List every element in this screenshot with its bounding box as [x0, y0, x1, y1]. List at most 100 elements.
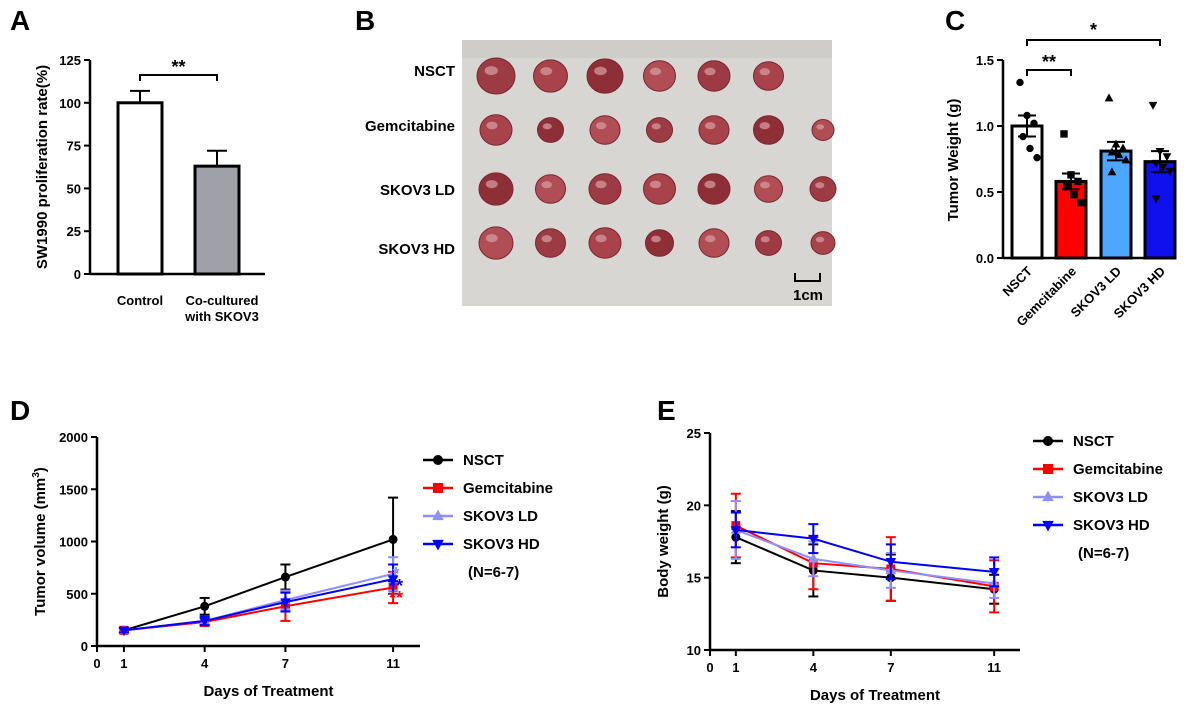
data-point	[1104, 93, 1114, 102]
tumor-highlight	[594, 66, 607, 76]
y-tick-label: 0	[81, 639, 88, 654]
x-tick-label: 7	[887, 660, 894, 675]
y-tick-label: 15	[687, 571, 701, 586]
y-axis-title: Tumor volume (mm3)	[31, 467, 49, 616]
x-tick-label: 4	[201, 656, 209, 671]
data-point	[1111, 139, 1121, 148]
data-point	[1067, 171, 1075, 179]
tumor	[755, 230, 782, 256]
y-tick-label: 2000	[59, 430, 88, 445]
tumor-highlight	[484, 66, 498, 76]
data-point	[1070, 190, 1078, 199]
data-point	[808, 553, 819, 563]
x-tick-label: 1	[732, 660, 739, 675]
tumor-highlight	[486, 121, 498, 130]
legend-label: Gemcitabine	[463, 480, 553, 497]
bar	[116, 101, 164, 276]
bar	[1099, 149, 1133, 260]
tumor	[478, 172, 514, 206]
y-axis-title: Tumor Weight (g)	[945, 99, 962, 222]
scale-bar	[794, 273, 821, 282]
data-point	[1016, 78, 1024, 87]
legend-label: SKOV3 LD	[463, 508, 538, 525]
y-tick-label: 125	[59, 53, 81, 68]
x-tick-label: 0	[706, 660, 713, 675]
legend-marker	[432, 539, 444, 551]
legend-marker	[1042, 490, 1054, 502]
y-tick-label: 10	[687, 643, 701, 658]
data-point	[730, 526, 742, 536]
data-point	[1077, 198, 1085, 207]
x-tick-label: Co-cultured	[186, 293, 259, 308]
y-axis-title: SW1990 proliferation rate(%)	[34, 65, 51, 269]
significance-label: **	[171, 57, 185, 77]
data-point	[280, 572, 290, 582]
y-axis-title-sup: 3	[31, 472, 42, 478]
tumor	[589, 115, 621, 145]
tumor-highlight	[704, 180, 716, 189]
bar	[1143, 160, 1177, 260]
tumor	[479, 114, 513, 146]
data-point	[1107, 167, 1117, 176]
panel-d-chart: 0 500 1000 1500 2000 0 1 4 7 11 Days of Treatment T…	[31, 430, 553, 700]
tumor	[476, 57, 516, 95]
tumor	[643, 173, 676, 205]
legend-label: NSCT	[1073, 433, 1114, 450]
data-point	[387, 575, 399, 585]
y-tick-label: 50	[67, 181, 81, 196]
tumor	[478, 226, 514, 260]
series-line	[123, 572, 394, 632]
y-tick-label: 75	[67, 139, 81, 154]
x-axis-title: Days of Treatment	[810, 687, 940, 704]
x-tick-label: 7	[282, 656, 289, 671]
data-point	[1030, 119, 1038, 128]
panel-e-chart: 10 15 20 25 0 1 4 7 11 Days of Treatment Body weig…	[655, 426, 1163, 704]
data-point	[885, 558, 897, 568]
y-tick-label: 0.0	[976, 251, 994, 266]
tumor	[753, 61, 784, 91]
tumor-highlight	[485, 234, 498, 243]
y-tick-label: 0	[74, 267, 81, 282]
data-point	[808, 534, 819, 545]
data-point	[1121, 155, 1131, 164]
tumor	[697, 173, 731, 205]
data-point	[1151, 159, 1161, 168]
tumor-highlight	[595, 180, 607, 189]
tumor-highlight	[649, 67, 662, 76]
tumor-highlight	[541, 181, 552, 189]
tumor	[646, 117, 673, 143]
photo-row-label-skov3-hd: SKOV3 HD	[378, 241, 455, 258]
significance-bracket	[1026, 69, 1072, 76]
legend-marker	[1042, 520, 1054, 532]
tumor	[533, 59, 568, 93]
data-point	[1026, 144, 1034, 153]
tumor-highlight	[704, 67, 716, 76]
photo-row-label-skov3-ld: SKOV3 LD	[380, 182, 455, 199]
photo-row-label-gemcitabine: Gemcitabine	[365, 118, 455, 135]
tumor-highlight	[651, 235, 661, 243]
tumor	[754, 175, 783, 203]
legend-label: SKOV3 HD	[463, 536, 540, 553]
tumor	[535, 174, 566, 204]
data-point	[1165, 167, 1175, 176]
tumor-highlight	[485, 180, 498, 189]
panel-e-letter: E	[657, 395, 676, 426]
data-point	[1148, 101, 1158, 110]
bar	[1010, 124, 1044, 260]
tumor-highlight	[705, 235, 716, 243]
tumor-highlight	[651, 123, 661, 130]
legend-note: (N=6-7)	[1078, 545, 1129, 562]
significance-bracket	[1026, 39, 1161, 46]
series-line	[123, 538, 394, 632]
y-tick-label: 0.5	[976, 185, 994, 200]
y-tick-label: 25	[687, 426, 701, 441]
data-point	[1074, 177, 1082, 186]
data-point	[1023, 111, 1031, 120]
data-point	[1107, 147, 1117, 156]
tumor-highlight	[540, 67, 553, 76]
photo-row-label-nsct: NSCT	[414, 63, 455, 80]
tumor	[698, 115, 730, 145]
x-tick-label: with SKOV3	[184, 309, 259, 324]
